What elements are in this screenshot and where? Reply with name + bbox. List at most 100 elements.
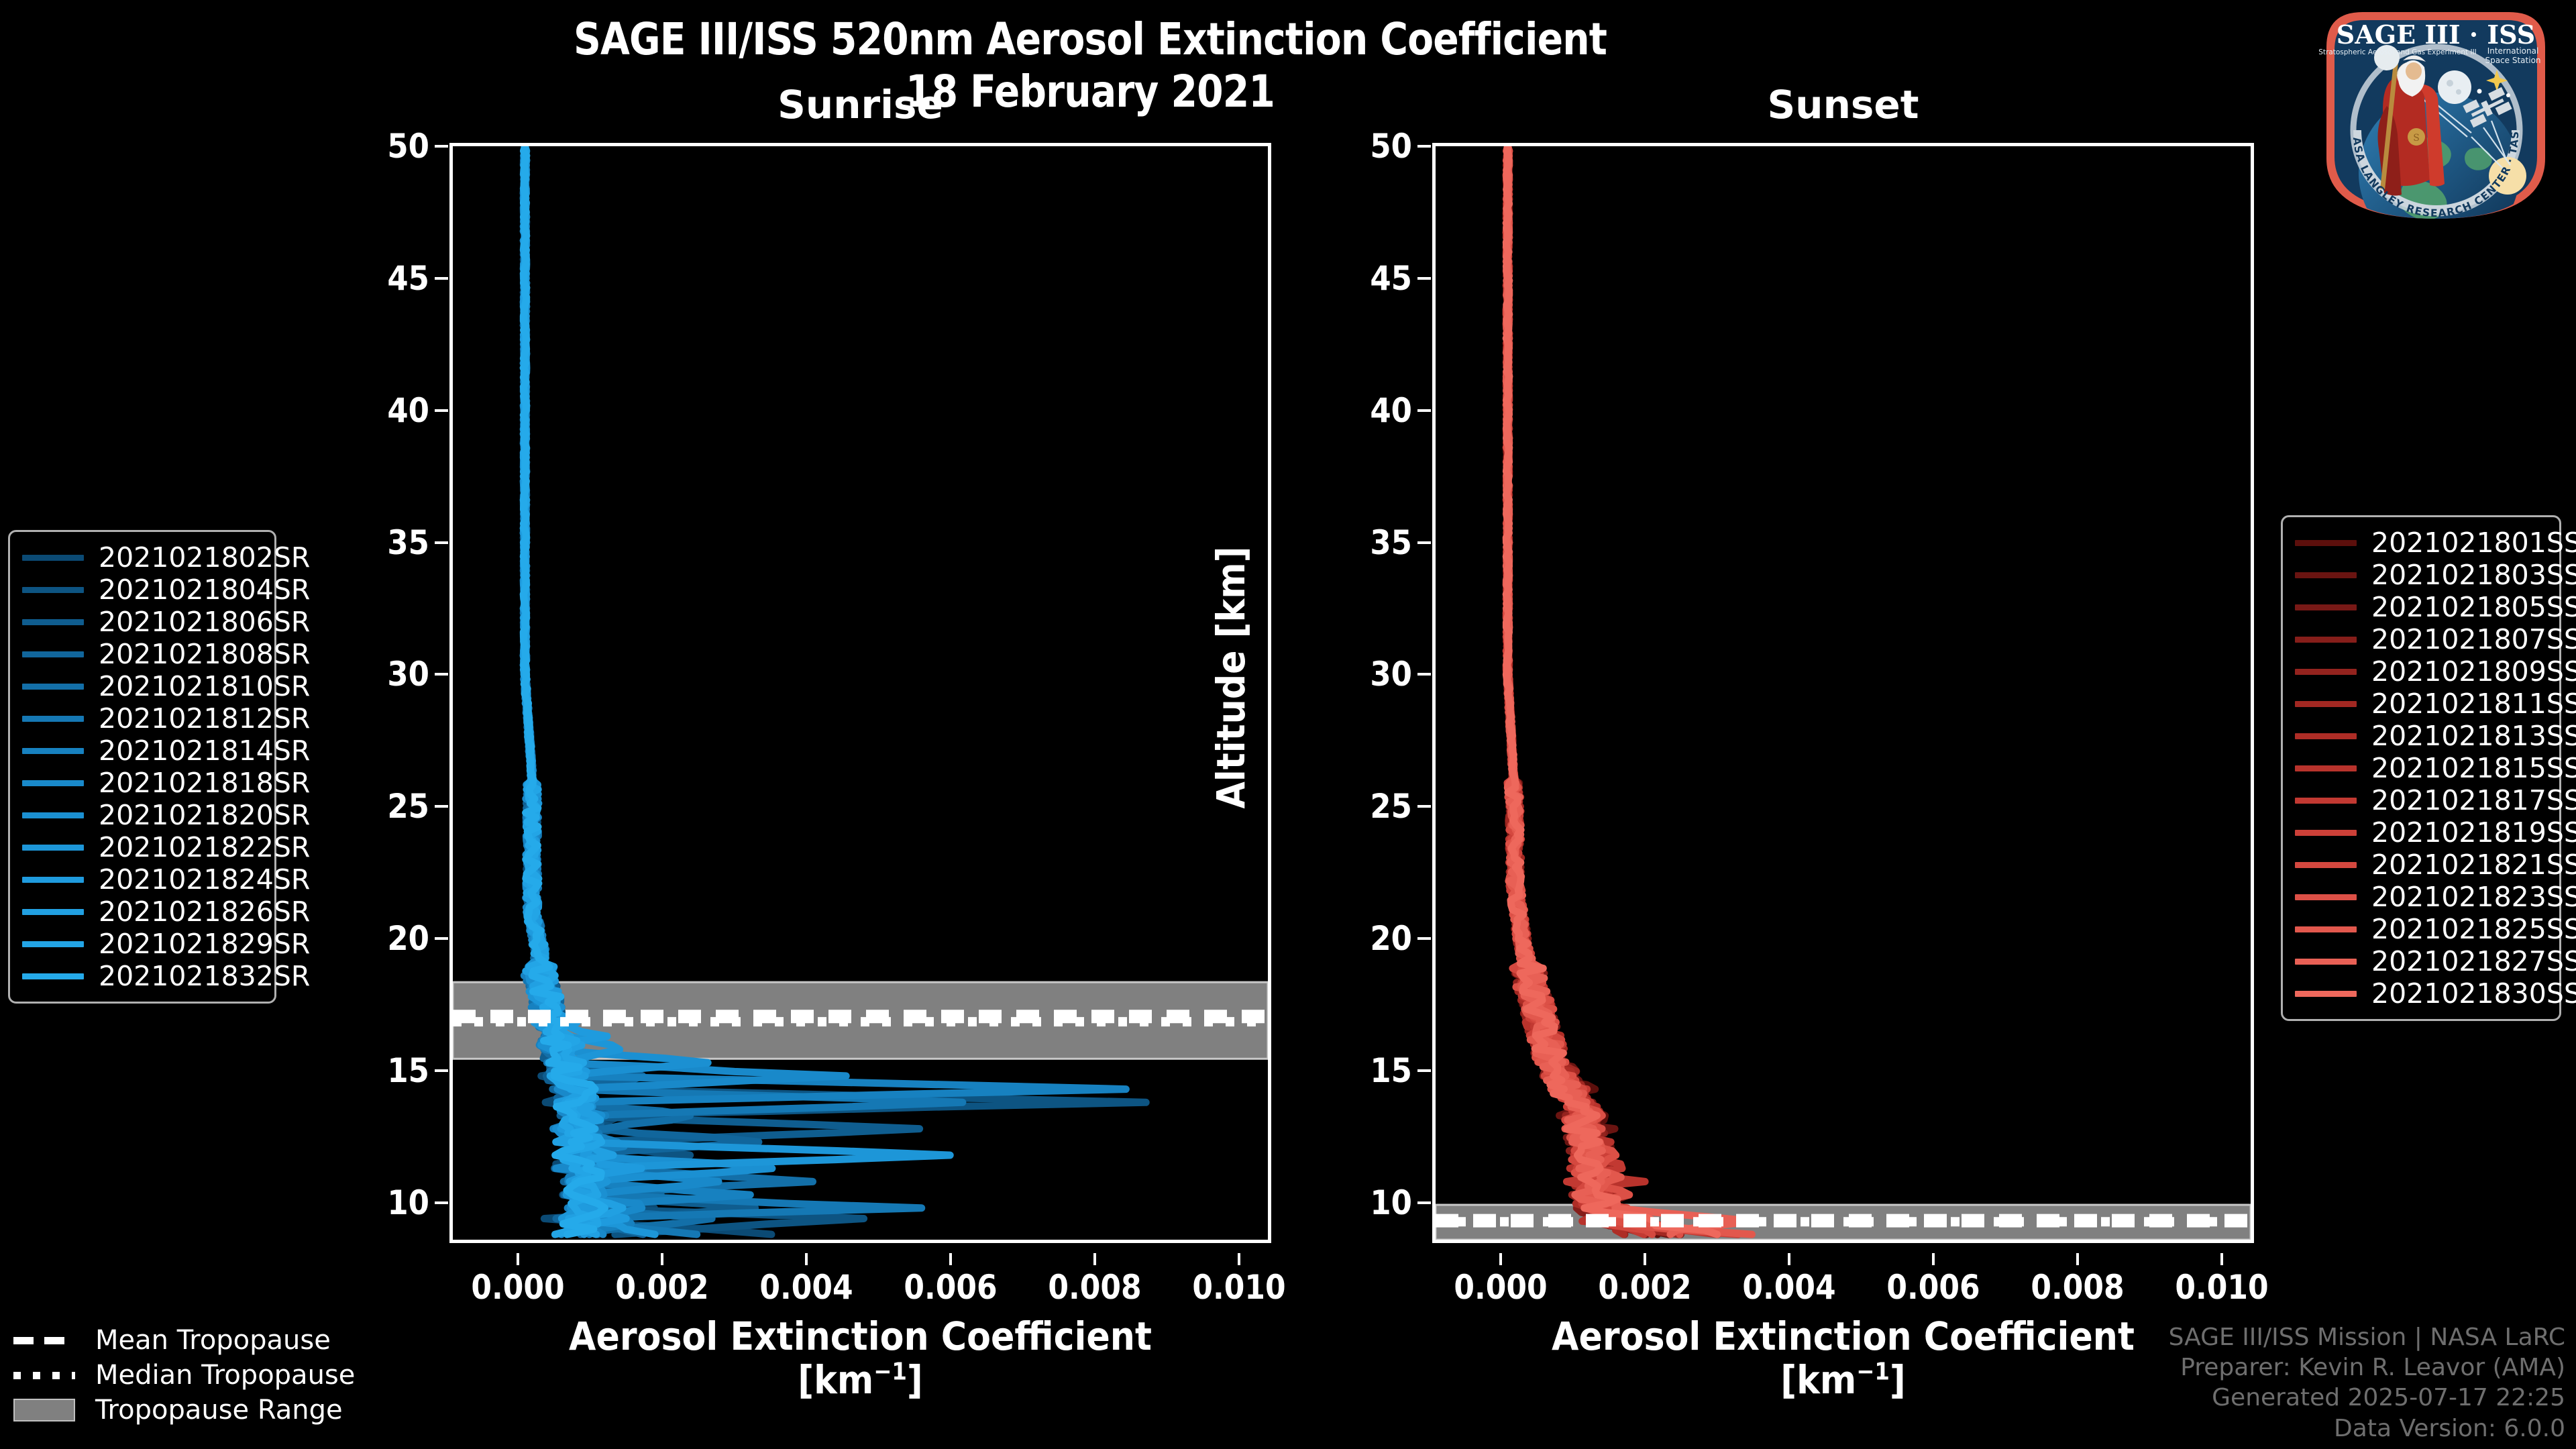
y-axis-tick-label: 30 [1370,655,1412,694]
x-axis-tick-mark [1931,1253,1935,1265]
y-axis-tick-mark [435,409,448,412]
legend-item[interactable]: 2021021801SS [2295,527,2576,559]
legend-item[interactable]: 2021021826SR [22,896,310,928]
y-axis-tick-label: 50 [387,127,429,166]
legend-item[interactable]: 2021021820SR [22,799,310,831]
legend-item-label: 2021021825SS [2371,913,2576,945]
panel-title-sunset: Sunset [1767,82,1919,127]
legend-color-swatch [22,973,84,979]
legend-item-label: 2021021821SS [2371,849,2576,881]
legend-item[interactable]: 2021021821SS [2295,849,2576,881]
legend-item[interactable]: 2021021812SR [22,702,310,735]
legend-color-swatch [2295,733,2357,739]
x-axis-title-sunrise: Aerosol Extinction Coefficient [km−1] [490,1315,1230,1402]
plot-canvas-sunrise [453,146,1268,1238]
legend-item-label: 2021021806SR [99,606,311,638]
legend-item-label: 2021021819SS [2371,816,2576,849]
legend-item-tropopause-range[interactable]: Tropopause Range [13,1393,362,1428]
data-series-line [1502,146,1721,1238]
y-axis-tick-label: 15 [387,1051,429,1091]
y-axis-tick-mark [1417,145,1431,148]
legend-item[interactable]: 2021021803SS [2295,559,2576,591]
y-axis-tick-mark [1417,1069,1431,1073]
legend-item[interactable]: 2021021824SR [22,863,310,896]
legend-item[interactable]: 2021021809SS [2295,655,2576,688]
y-axis-tick-mark [1417,1201,1431,1204]
legend-item[interactable]: 2021021827SS [2295,945,2576,977]
legend-item[interactable]: 2021021818SR [22,767,310,799]
x-axis-tick-mark [516,1253,519,1265]
legend-item[interactable]: 2021021810SR [22,670,310,702]
legend-item[interactable]: 2021021805SS [2295,591,2576,623]
legend-item[interactable]: 2021021811SS [2295,688,2576,720]
legend-tropopause[interactable]: Mean Tropopause Median Tropopause Tropop… [13,1323,362,1428]
legend-item[interactable]: 2021021814SR [22,735,310,767]
legend-item-label: 2021021827SS [2371,945,2576,977]
x-axis-tick-label: 0.006 [1886,1268,1980,1307]
x-axis-tick-mark [1787,1253,1790,1265]
y-axis-tick-label: 40 [387,390,429,430]
data-series-line [1502,146,1662,1238]
x-axis-tick-label: 0.000 [1454,1268,1548,1307]
x-axis-tick-mark [804,1253,808,1265]
data-series-line [1502,146,1639,1238]
y-axis-tickmarks-sunset [1417,143,1432,1243]
x-axis-tick-mark [2220,1253,2223,1265]
y-axis-tick-mark [1417,805,1431,808]
legend-item[interactable]: 2021021806SR [22,606,310,638]
legend-item[interactable]: 2021021832SR [22,960,310,992]
y-axis-tick-label: 45 [1370,258,1412,298]
y-axis-tick-label: 30 [387,655,429,694]
legend-color-swatch [22,554,84,561]
y-axis-tick-mark [435,541,448,544]
x-axis-title-sunset: Aerosol Extinction Coefficient [km−1] [1473,1315,2213,1402]
legend-item[interactable]: 2021021823SS [2295,881,2576,913]
page-subtitle-date: 18 February 2021 [905,66,1275,117]
x-axis-unit: [km−1] [1780,1356,1906,1403]
legend-color-swatch [2295,990,2357,997]
data-series-line [1502,146,1685,1238]
x-axis-tick-label: 0.002 [1598,1268,1692,1307]
legend-item-label: 2021021832SR [99,960,311,992]
y-axis-tick-mark [435,276,448,280]
legend-item-label: 2021021812SR [99,702,311,735]
legend-color-swatch [2295,861,2357,868]
legend-color-swatch [2295,700,2357,707]
legend-item[interactable]: 2021021817SS [2295,784,2576,816]
plot-canvas-sunset [1436,146,2251,1240]
legend-color-swatch [22,876,84,883]
legend-item[interactable]: 2021021819SS [2295,816,2576,849]
legend-item[interactable]: 2021021802SR [22,541,310,574]
y-axis-tick-label: 35 [387,523,429,562]
legend-item[interactable]: 2021021807SS [2295,623,2576,655]
y-axis-tick-label: 35 [1370,523,1412,562]
legend-item-label: 2021021814SR [99,735,311,767]
legend-color-swatch [2295,539,2357,546]
legend-item[interactable]: 2021021822SR [22,831,310,863]
x-axis-tick-label: 0.010 [1192,1268,1286,1307]
x-axis-tick-label: 0.008 [2031,1268,2125,1307]
credits-generated: Generated 2025-07-17 22:25 [2212,1384,2565,1412]
legend-item-mean-tropopause[interactable]: Mean Tropopause [13,1323,362,1358]
legend-item[interactable]: 2021021813SS [2295,720,2576,752]
legend-color-swatch [2295,829,2357,836]
legend-item[interactable]: 2021021808SR [22,638,310,670]
x-axis-tick-label: 0.006 [904,1268,998,1307]
x-axis-tick-label: 0.004 [1742,1268,1836,1307]
legend-color-swatch [2295,797,2357,804]
legend-item-label: 2021021805SS [2371,591,2576,623]
legend-item[interactable]: 2021021829SR [22,928,310,960]
legend-item[interactable]: 2021021815SS [2295,752,2576,784]
legend-item-label: 2021021811SS [2371,688,2576,720]
legend-sunrise[interactable]: 2021021802SR 2021021804SR 2021021806SR 2021… [8,530,310,1004]
y-axis-tick-mark [435,937,448,941]
legend-item-median-tropopause[interactable]: Median Tropopause [13,1358,362,1393]
legend-item[interactable]: 2021021825SS [2295,913,2576,945]
legend-item[interactable]: 2021021804SR [22,574,310,606]
y-axis-tick-mark [435,673,448,676]
dashed-line-icon [13,1336,80,1344]
x-axis-tick-label: 0.010 [2175,1268,2269,1307]
legend-sunset[interactable]: 2021021801SS 2021021803SS 2021021805SS 2021… [2281,515,2576,1021]
legend-item[interactable]: 2021021830SS [2295,977,2576,1010]
credits-data-version: Data Version: 6.0.0 [2334,1414,2565,1442]
